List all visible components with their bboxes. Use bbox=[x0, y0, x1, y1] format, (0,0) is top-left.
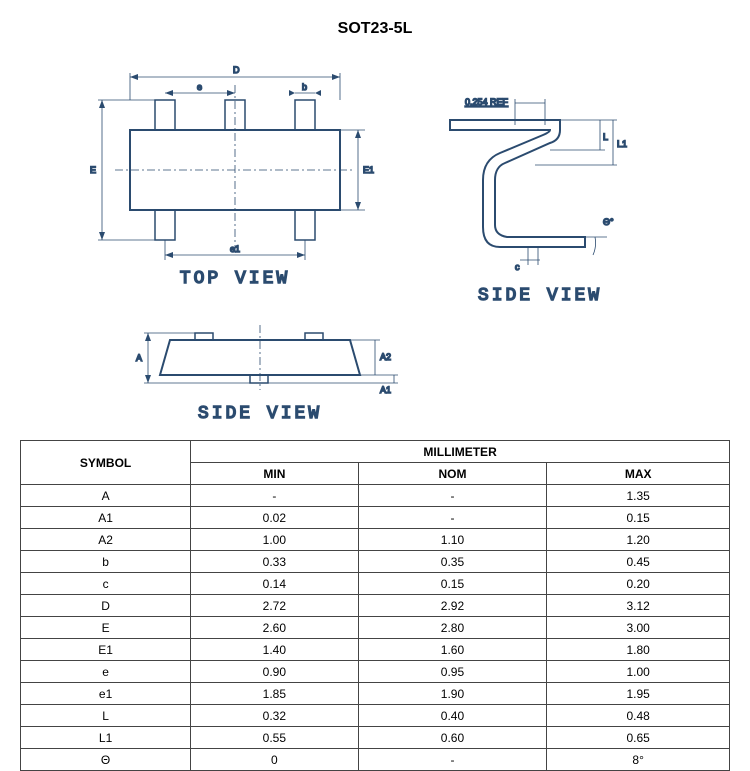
cell-value: - bbox=[191, 485, 358, 507]
cell-symbol: E bbox=[21, 617, 191, 639]
cell-symbol: L1 bbox=[21, 727, 191, 749]
dim-b: b bbox=[302, 82, 307, 92]
dim-E1: E1 bbox=[363, 165, 374, 175]
table-row: A21.001.101.20 bbox=[21, 529, 730, 551]
th-nom: NOM bbox=[358, 463, 547, 485]
cell-value: 2.80 bbox=[358, 617, 547, 639]
cell-symbol: L bbox=[21, 705, 191, 727]
cell-value: 1.10 bbox=[358, 529, 547, 551]
dim-c: c bbox=[515, 262, 520, 272]
cell-value: 0.20 bbox=[547, 573, 730, 595]
cell-value: 1.40 bbox=[191, 639, 358, 661]
table-row: b0.330.350.45 bbox=[21, 551, 730, 573]
side-view-bottom-label: SIDE VIEW bbox=[198, 404, 322, 424]
cell-value: - bbox=[358, 485, 547, 507]
cell-value: 1.90 bbox=[358, 683, 547, 705]
table-row: Θ0-8° bbox=[21, 749, 730, 771]
cell-value: 0 bbox=[191, 749, 358, 771]
cell-value: 0.48 bbox=[547, 705, 730, 727]
cell-value: - bbox=[358, 507, 547, 529]
dim-A2: A2 bbox=[380, 352, 391, 362]
dim-ref: 0.254 REF bbox=[465, 97, 509, 107]
dim-L: L bbox=[603, 132, 608, 142]
table-row: A10.02-0.15 bbox=[21, 507, 730, 529]
cell-value: 2.92 bbox=[358, 595, 547, 617]
table-row: e11.851.901.95 bbox=[21, 683, 730, 705]
cell-value: 1.80 bbox=[547, 639, 730, 661]
table-row: L10.550.600.65 bbox=[21, 727, 730, 749]
cell-symbol: c bbox=[21, 573, 191, 595]
cell-symbol: D bbox=[21, 595, 191, 617]
table-row: c0.140.150.20 bbox=[21, 573, 730, 595]
dim-A1: A1 bbox=[380, 385, 391, 395]
side-view-right-drawing: 0.254 REF L L1 Θ° c bbox=[450, 97, 627, 272]
cell-value: 0.33 bbox=[191, 551, 358, 573]
cell-value: 0.60 bbox=[358, 727, 547, 749]
th-max: MAX bbox=[547, 463, 730, 485]
top-view-label: TOP VIEW bbox=[180, 269, 290, 289]
dim-E: E bbox=[90, 165, 96, 175]
th-min: MIN bbox=[191, 463, 358, 485]
dim-D: D bbox=[233, 65, 240, 75]
cell-value: 1.60 bbox=[358, 639, 547, 661]
cell-symbol: E1 bbox=[21, 639, 191, 661]
cell-value: 1.35 bbox=[547, 485, 730, 507]
cell-value: 0.35 bbox=[358, 551, 547, 573]
cell-value: 0.95 bbox=[358, 661, 547, 683]
cell-value: - bbox=[358, 749, 547, 771]
page-title: SOT23-5L bbox=[0, 20, 750, 38]
cell-value: 1.00 bbox=[191, 529, 358, 551]
cell-value: 1.85 bbox=[191, 683, 358, 705]
cell-value: 0.45 bbox=[547, 551, 730, 573]
cell-value: 0.15 bbox=[358, 573, 547, 595]
cell-value: 2.72 bbox=[191, 595, 358, 617]
dimensions-table: SYMBOL MILLIMETER MIN NOM MAX A--1.35A10… bbox=[20, 440, 730, 771]
th-symbol: SYMBOL bbox=[21, 441, 191, 485]
dim-theta: Θ° bbox=[603, 217, 614, 227]
side-view-bottom-drawing: A A2 A1 bbox=[136, 325, 398, 395]
cell-value: 0.40 bbox=[358, 705, 547, 727]
table-row: e0.900.951.00 bbox=[21, 661, 730, 683]
table-row: E11.401.601.80 bbox=[21, 639, 730, 661]
cell-symbol: b bbox=[21, 551, 191, 573]
top-view-drawing: D e b E E1 bbox=[90, 65, 374, 260]
cell-value: 1.00 bbox=[547, 661, 730, 683]
th-unit: MILLIMETER bbox=[191, 441, 730, 463]
cell-value: 0.55 bbox=[191, 727, 358, 749]
cell-symbol: A bbox=[21, 485, 191, 507]
table-row: D2.722.923.12 bbox=[21, 595, 730, 617]
cell-value: 0.02 bbox=[191, 507, 358, 529]
dim-e1: e1 bbox=[230, 244, 240, 254]
table-row: L0.320.400.48 bbox=[21, 705, 730, 727]
cell-value: 2.60 bbox=[191, 617, 358, 639]
cell-value: 0.32 bbox=[191, 705, 358, 727]
cell-symbol: e bbox=[21, 661, 191, 683]
cell-symbol: A2 bbox=[21, 529, 191, 551]
dim-A: A bbox=[136, 353, 142, 363]
table-row: A--1.35 bbox=[21, 485, 730, 507]
cell-value: 0.15 bbox=[547, 507, 730, 529]
cell-value: 8° bbox=[547, 749, 730, 771]
cell-symbol: Θ bbox=[21, 749, 191, 771]
dim-L1: L1 bbox=[617, 139, 627, 149]
cell-value: 0.90 bbox=[191, 661, 358, 683]
technical-drawings: D e b E E1 bbox=[60, 55, 690, 425]
cell-value: 3.12 bbox=[547, 595, 730, 617]
cell-symbol: A1 bbox=[21, 507, 191, 529]
side-view-right-label: SIDE VIEW bbox=[478, 286, 602, 306]
cell-value: 1.95 bbox=[547, 683, 730, 705]
dim-e: e bbox=[197, 82, 202, 92]
cell-value: 0.14 bbox=[191, 573, 358, 595]
table-row: E2.602.803.00 bbox=[21, 617, 730, 639]
cell-symbol: e1 bbox=[21, 683, 191, 705]
cell-value: 0.65 bbox=[547, 727, 730, 749]
cell-value: 1.20 bbox=[547, 529, 730, 551]
cell-value: 3.00 bbox=[547, 617, 730, 639]
